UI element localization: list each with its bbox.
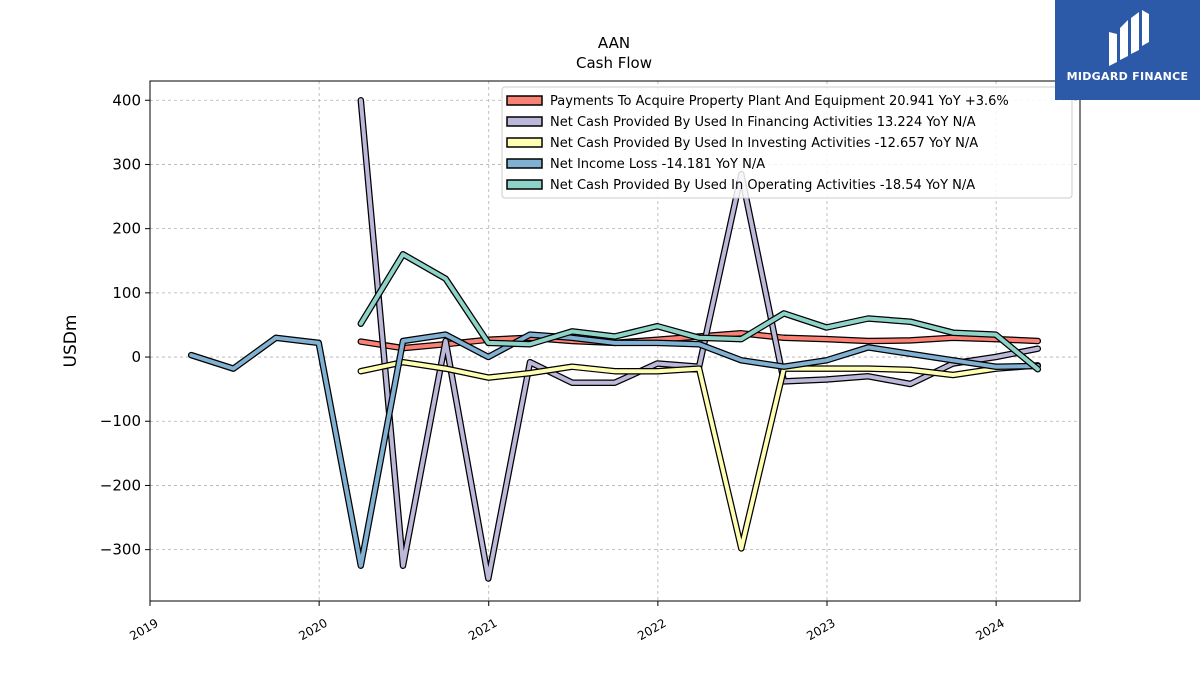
- plot-frame: [149, 80, 1081, 602]
- legend-swatch: [506, 158, 543, 169]
- legend: Payments To Acquire Property Plant And E…: [501, 86, 1073, 199]
- x-tick-label: 2022: [635, 616, 668, 643]
- y-axis-ticks: 400 300 200 100 0 −100 −200 −300: [100, 91, 150, 559]
- midgard-logo-icon: [1109, 10, 1149, 66]
- logo-text: MIDGARD FINANCE: [1066, 70, 1189, 83]
- series-lines: [187, 97, 1042, 582]
- legend-swatch: [506, 179, 543, 190]
- x-tick-label: 2020: [296, 616, 329, 643]
- legend-swatch: [506, 137, 543, 148]
- x-tick-label: 2024: [973, 616, 1006, 643]
- series-line-3-outline: [357, 358, 1042, 552]
- x-tick-label: 2019: [127, 616, 160, 643]
- legend-swatch: [506, 116, 543, 127]
- series-line-3: [358, 360, 1040, 551]
- y-tick-label: 100: [112, 284, 141, 302]
- legend-entry: Net Cash Provided By Used In Financing A…: [550, 115, 976, 130]
- midgard-finance-logo: MIDGARD FINANCE: [1055, 0, 1200, 100]
- series-line-5: [358, 252, 1040, 372]
- x-tick-label: 2023: [804, 616, 837, 643]
- series-line-4: [189, 332, 1040, 568]
- y-tick-label: 400: [112, 91, 141, 109]
- y-tick-label: −200: [100, 476, 141, 494]
- y-tick-label: −300: [100, 541, 141, 559]
- x-axis-ticks: 2019 2020 2021 2022 2023 2024: [127, 601, 1007, 643]
- legend-entry: Net Cash Provided By Used In Operating A…: [550, 178, 975, 193]
- y-tick-label: 0: [131, 348, 141, 366]
- legend-entry: Net Cash Provided By Used In Investing A…: [550, 136, 978, 151]
- legend-entry: Payments To Acquire Property Plant And E…: [550, 94, 1009, 109]
- y-tick-label: 200: [112, 220, 141, 238]
- legend-entry: Net Income Loss -14.181 YoY N/A: [550, 157, 765, 172]
- legend-box: [501, 86, 1073, 199]
- x-tick-label: 2021: [466, 616, 499, 643]
- chart-subtitle: Cash Flow: [576, 54, 652, 72]
- legend-swatch: [506, 95, 543, 106]
- y-tick-label: −100: [100, 412, 141, 430]
- y-tick-label: 300: [112, 155, 141, 173]
- y-axis-label: USDm: [61, 315, 81, 368]
- chart-title: AAN: [598, 34, 630, 52]
